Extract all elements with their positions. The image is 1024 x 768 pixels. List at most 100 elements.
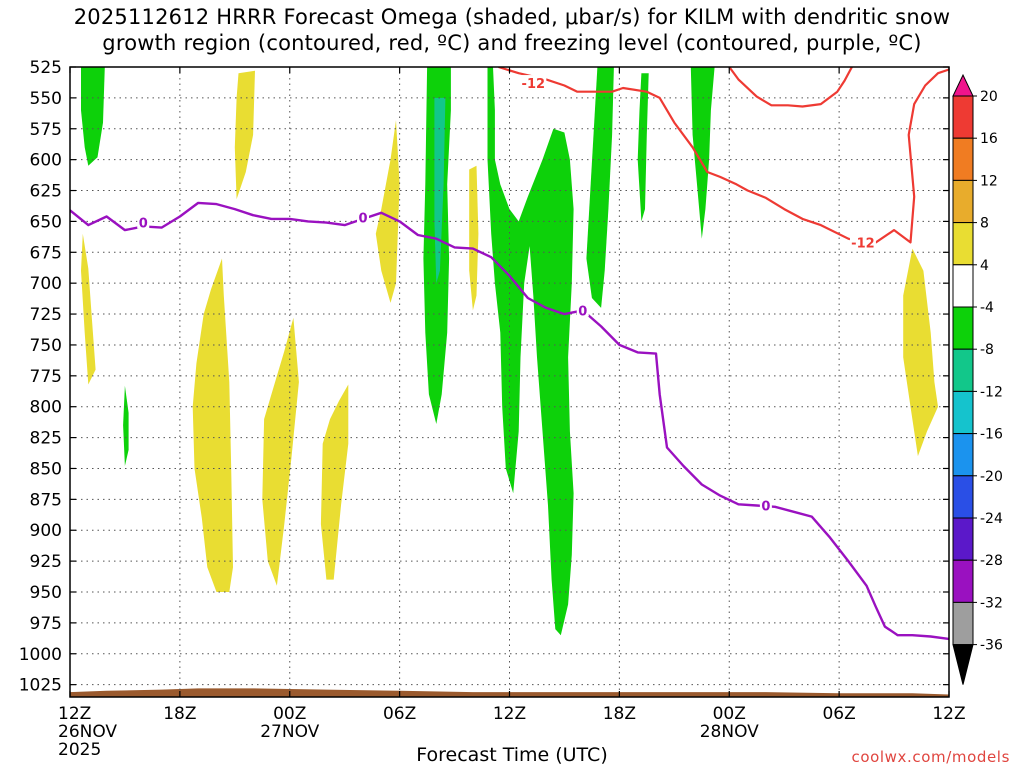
omega-region-16: [903, 248, 938, 457]
y-tick-label-600: 600: [30, 151, 62, 171]
colorbar-band-2: [952, 137, 974, 181]
chart-title-line-2: growth region (contoured, red, ºC) and f…: [102, 31, 922, 55]
x-tick-label-48: 12Z: [932, 704, 965, 724]
colorbar-top-arrow: [952, 73, 974, 97]
x-tick-label-18: 06Z: [383, 704, 416, 724]
x-tick-label-12: 00Z: [273, 704, 306, 724]
colorbar-label-4: 8: [980, 216, 989, 232]
colorbar-label-8: -12: [980, 384, 1003, 400]
colorbar-label-2: 16: [980, 131, 998, 147]
colorbar: 20 16 12 8 4 -4 -8 -12 -16 -20 -24 -28 -32 -36: [952, 73, 1003, 685]
colorbar-band-6: [952, 306, 974, 350]
x-tick-label-24: 12Z: [493, 704, 526, 724]
x-date-label-12: 27NOV: [260, 722, 319, 742]
chart-title: 2025112612 HRRR Forecast Omega (shaded, …: [0, 4, 1024, 56]
y-tick-label-900: 900: [30, 521, 62, 541]
freezing-label-bg-1: [137, 214, 150, 229]
y-tick-label-800: 800: [30, 398, 62, 418]
omega-region-14: [637, 73, 649, 222]
omega-region-3: [123, 385, 129, 466]
y-tick-label-975: 975: [30, 614, 62, 634]
x-year-label: 2025: [58, 740, 101, 760]
y-tick-label-750: 750: [30, 336, 62, 356]
omega-region-8: [375, 120, 400, 303]
omega-region-4: [234, 70, 255, 200]
freezing-label-2: 0: [358, 212, 367, 227]
omega-shading: [81, 67, 938, 636]
y-tick-label-525: 525: [30, 58, 62, 78]
dendritic-contour-2: [728, 67, 853, 108]
y-tick-label-925: 925: [30, 552, 62, 572]
chart-title-line-1: 2025112612 HRRR Forecast Omega (shaded, …: [73, 5, 951, 29]
axes: [69, 66, 950, 698]
y-tick-label-550: 550: [30, 89, 62, 109]
colorbar-band-5: [952, 264, 974, 308]
x-tick-label-0: 12Z: [58, 704, 91, 724]
colorbar-band-13: [952, 601, 974, 646]
omega-region-15: [690, 67, 715, 239]
y-tick-label-625: 625: [30, 182, 62, 202]
y-tick-label-700: 700: [30, 274, 62, 294]
x-tick-label-42: 06Z: [822, 704, 855, 724]
y-tick-label-825: 825: [30, 429, 62, 449]
omega-region-7: [320, 384, 349, 580]
freezing-label-bg-4: [759, 497, 772, 512]
freezing-label-bg-2: [357, 209, 369, 224]
omega-region-2: [81, 67, 105, 166]
x-tick-label-30: 18Z: [603, 704, 636, 724]
y-tick-label-575: 575: [30, 120, 62, 140]
freezing-level-line: [70, 201, 949, 641]
freezing-label-4: 0: [761, 500, 770, 515]
colorbar-label-9: -16: [980, 427, 1003, 443]
colorbar-label-5: 4: [980, 258, 989, 274]
y-tick-label-850: 850: [30, 459, 62, 479]
dendritic-label-1: -12: [522, 77, 546, 92]
omega-region-6: [262, 317, 299, 586]
y-tick-label-1000: 1000: [19, 645, 62, 665]
omega-region-12: [487, 67, 574, 636]
colorbar-label-11: -24: [980, 511, 1003, 527]
x-date-label-0: 26NOV: [58, 722, 117, 742]
colorbar-band-10: [952, 475, 974, 519]
colorbar-band-3: [952, 179, 974, 224]
x-tick-label-6: 18Z: [163, 704, 196, 724]
colorbar-band-4: [952, 222, 974, 266]
y-tick-label-950: 950: [30, 583, 62, 603]
colorbar-label-7: -8: [980, 342, 994, 358]
y-tick-label-675: 675: [30, 243, 62, 263]
dendritic-label-bg-2: [849, 234, 876, 249]
freezing-label-1: 0: [139, 217, 148, 232]
dendritic-label-bg-1: [520, 75, 547, 90]
dendritic-label-2: -12: [851, 236, 875, 251]
omega-region-11: [469, 165, 479, 311]
dendritic-contour-1: [498, 67, 949, 244]
omega-region-1: [81, 233, 96, 385]
colorbar-band-12: [952, 559, 974, 603]
colorbar-label-13: -32: [980, 595, 1003, 611]
colorbar-band-11: [952, 517, 974, 561]
colorbar-band-7: [952, 348, 974, 392]
colorbar-label-1: 20: [980, 89, 998, 105]
y-tick-label-725: 725: [30, 305, 62, 325]
freezing-label-bg-3: [576, 302, 589, 317]
x-date-label-36: 28NOV: [700, 722, 759, 742]
credit-link[interactable]: coolwx.com/models: [851, 748, 1010, 766]
y-tick-label-775: 775: [30, 367, 62, 387]
freezing-label-3: 0: [578, 304, 587, 319]
colorbar-label-12: -28: [980, 553, 1003, 569]
contour-lines: -12 -12 0 0 0 0: [70, 67, 949, 641]
x-axis-label: Forecast Time (UTC): [416, 744, 608, 766]
tick-labels: 525 550 575 600 625 650 675 700 725 750 775 800 825 8…: [19, 58, 966, 760]
colorbar-band-8: [952, 390, 974, 435]
colorbar-bottom-arrow: [952, 644, 974, 685]
colorbar-label-10: -20: [980, 469, 1003, 485]
colorbar-label-14: -36: [980, 638, 1003, 654]
colorbar-band-1: [952, 95, 974, 139]
colorbar-band-9: [952, 433, 974, 477]
y-tick-label-1025: 1025: [19, 676, 62, 696]
colorbar-label-6: -4: [980, 300, 994, 316]
y-tick-label-875: 875: [30, 490, 62, 510]
omega-region-13: [586, 67, 614, 308]
colorbar-label-3: 12: [980, 173, 998, 189]
